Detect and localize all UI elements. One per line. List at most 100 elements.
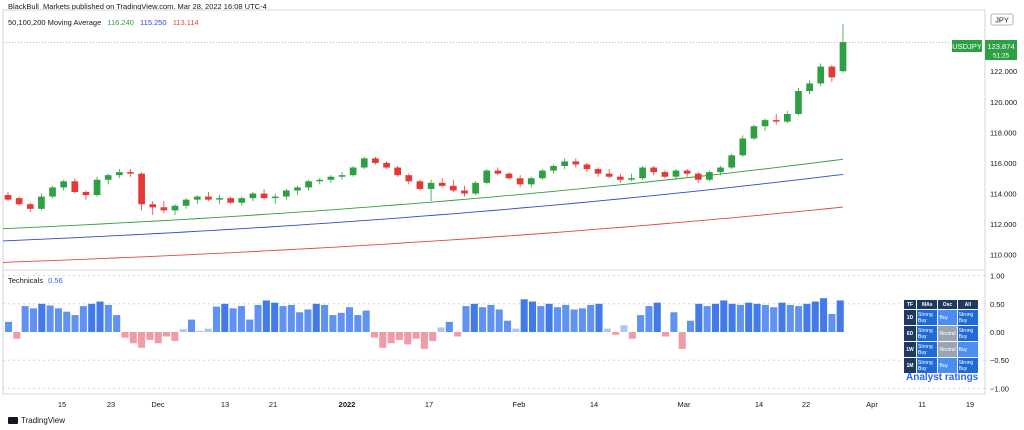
- ticker-label: USDJPY: [952, 42, 982, 51]
- candle-body: [650, 167, 658, 173]
- technicals-tick-label: 0.50: [990, 300, 1005, 309]
- technicals-bar: [212, 306, 220, 332]
- technicals-bar: [711, 303, 719, 332]
- technicals-tick-label: −1.00: [990, 384, 1009, 393]
- tradingview-brand[interactable]: TradingView: [8, 416, 65, 425]
- price-tick-label: 110.000: [990, 251, 1017, 260]
- technicals-bar: [462, 306, 470, 332]
- candle-body: [193, 196, 201, 200]
- technicals-bar: [13, 332, 21, 339]
- technicals-bar: [154, 332, 162, 344]
- ratings-tf: 1W: [903, 341, 917, 358]
- technicals-bar: [138, 332, 146, 348]
- technicals-bar: [113, 315, 121, 332]
- ratings-osc: Neutral: [937, 341, 958, 358]
- technicals-bar: [395, 332, 403, 340]
- technicals-bar: [753, 303, 761, 332]
- technicals-bar: [262, 300, 270, 332]
- ratings-header-all: All: [956, 299, 980, 310]
- moving-average-legend[interactable]: 50,100,200 Moving Average 116.240 115.25…: [8, 18, 203, 27]
- technicals-bar: [637, 315, 645, 332]
- time-tick-label: Apr: [866, 400, 878, 409]
- technicals-bar: [420, 332, 428, 349]
- candle-body: [628, 178, 635, 180]
- time-tick-label: 2022: [339, 400, 356, 409]
- ma-label: 50,100,200 Moving Average: [8, 18, 102, 27]
- technicals-bar: [345, 307, 354, 332]
- technicals-bar: [537, 306, 545, 332]
- candle-body: [149, 204, 157, 208]
- candle-body: [672, 170, 680, 177]
- technicals-bar: [479, 307, 487, 332]
- candle-body: [82, 192, 90, 196]
- candle-body: [372, 158, 379, 163]
- technicals-bar: [354, 315, 362, 332]
- candle-body: [38, 196, 45, 209]
- candle-body: [4, 195, 12, 200]
- technicals-legend[interactable]: Technicals 0.56: [8, 276, 63, 285]
- price-tag: [985, 40, 1017, 60]
- time-tick-label: 14: [590, 400, 598, 409]
- technicals-bar: [553, 307, 561, 332]
- time-tick-label: 22: [802, 400, 810, 409]
- candle-body: [438, 182, 446, 186]
- candle-body: [15, 198, 23, 205]
- price-tick-label: 120.000: [990, 98, 1017, 107]
- technicals-bar: [828, 313, 836, 332]
- price-tick-label: 116.000: [990, 159, 1017, 168]
- ma-50-value: 116.240: [107, 18, 134, 27]
- candle-body: [416, 181, 424, 189]
- time-tick-label: 17: [425, 400, 433, 409]
- candle-body: [127, 172, 134, 174]
- candle-body: [182, 199, 190, 206]
- candle-body: [505, 173, 513, 179]
- technicals-bar: [204, 328, 212, 332]
- technicals-bar: [795, 306, 803, 332]
- ratings-osc: Neutral: [937, 325, 958, 342]
- technicals-bar: [362, 310, 370, 332]
- candle-body: [104, 175, 112, 180]
- technicals-bar: [612, 332, 620, 335]
- price-tick-label: 118.000: [990, 128, 1017, 137]
- candle-body: [394, 167, 402, 176]
- candle-body: [383, 162, 390, 168]
- ratings-row: 1W Strong Buy Neutral Buy: [903, 341, 980, 358]
- technicals-bar: [803, 303, 811, 332]
- currency-box: [990, 13, 1014, 26]
- technicals-bar: [454, 332, 462, 337]
- candle-body: [516, 178, 524, 185]
- countdown-label: 51:25: [993, 53, 1010, 60]
- candle-body: [282, 190, 290, 197]
- analyst-ratings-table: TF MAs Osc All 1D Strong Buy Buy Strong …: [903, 299, 980, 374]
- technicals-bar: [179, 329, 187, 332]
- moving-average-50-line: [2, 158, 844, 230]
- ratings-mas: Strong Buy: [915, 357, 939, 374]
- technicals-bar: [562, 304, 570, 332]
- moving-average-200-line: [2, 206, 844, 263]
- candle-body: [739, 138, 747, 156]
- technicals-bar: [237, 306, 245, 332]
- technicals-bar: [645, 306, 653, 332]
- technicals-bar: [728, 303, 736, 332]
- time-tick-label: Mar: [678, 400, 691, 409]
- technicals-bar: [445, 321, 453, 332]
- candle-body: [115, 172, 123, 176]
- technicals-bar: [695, 303, 703, 332]
- ratings-header-tf: TF: [903, 299, 917, 310]
- technicals-bar: [487, 304, 495, 332]
- candle-body: [839, 42, 847, 72]
- technicals-bar: [38, 303, 46, 332]
- candle-body: [761, 120, 769, 127]
- ratings-osc: Buy: [937, 309, 958, 326]
- technicals-bar: [495, 309, 503, 332]
- technicals-bar: [404, 332, 412, 345]
- ratings-row: 6D Strong Buy Neutral Strong Buy: [903, 325, 980, 342]
- candle-body: [561, 161, 569, 166]
- technicals-bar: [678, 332, 686, 349]
- plot-border: [2, 9, 986, 395]
- technicals-bar: [146, 332, 154, 340]
- technicals-tick-label: −0.50: [990, 356, 1009, 365]
- candle-body: [728, 155, 736, 168]
- ratings-all: Strong Buy: [956, 325, 980, 342]
